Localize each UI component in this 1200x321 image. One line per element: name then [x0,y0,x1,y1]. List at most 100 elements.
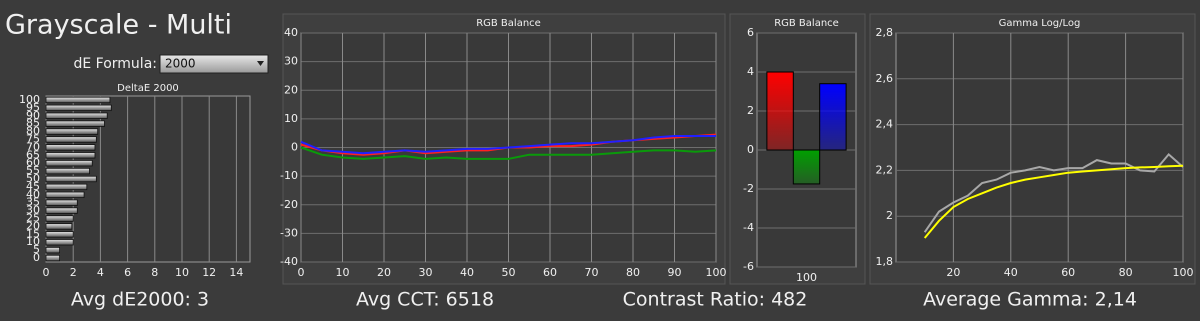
x-tick-label: 60 [1061,266,1075,279]
y-tick-label: -6 [743,260,754,273]
chart-title: RGB Balance [774,18,839,29]
x-tick-label: 50 [502,266,516,279]
y-tick-label: 5 [33,243,40,256]
x-tick-label: 100 [1173,266,1194,279]
y-tick-label: 100 [19,93,40,106]
y-tick-label: 2,2 [876,163,894,176]
bar [45,207,78,214]
bar [45,128,99,135]
bar [45,191,85,198]
y-tick-label: 2 [886,209,893,222]
bar [45,254,61,262]
y-tick-label: 65 [26,148,40,161]
dropdown-arrow [257,61,264,66]
y-tick-label: 50 [26,172,40,185]
x-tick-label: 90 [668,266,682,279]
chart-title: RGB Balance [476,18,541,29]
y-tick-label: 2,4 [876,118,894,131]
x-tick-label: 10 [175,266,189,279]
formula-dropdown[interactable] [159,54,269,74]
bar [45,136,97,143]
y-tick-label: -2 [743,182,754,195]
bar [45,160,93,167]
bar [45,175,97,183]
x-tick-label: 80 [1119,266,1133,279]
y-tick-label: 75 [26,132,40,145]
x-tick-label: 100 [796,271,817,284]
bar [819,83,847,151]
y-tick-label: 70 [26,140,40,153]
y-tick-label: 0 [291,141,298,154]
x-tick-label: 60 [543,266,557,279]
stat: Avg CCT: 6518 [356,289,494,311]
series-line [300,146,717,160]
chart-title: Gamma Log/Log [999,18,1081,29]
bar [45,120,105,127]
x-tick-label: 14 [229,266,243,279]
y-tick-label: -10 [280,169,298,182]
y-tick-label: -30 [280,226,298,239]
bar [45,239,74,246]
y-tick-label: 80 [26,125,40,138]
x-tick-label: 70 [585,266,599,279]
y-tick-label: 35 [26,196,40,209]
y-tick-label: 60 [26,156,40,169]
x-tick-label: 6 [124,266,131,279]
y-tick-label: -40 [280,255,298,268]
x-tick-label: 80 [626,266,640,279]
bar [45,246,61,254]
y-tick-label: 30 [284,55,298,68]
y-tick-label: 45 [26,180,40,193]
stat: Contrast Ratio: 482 [623,289,808,311]
bar [45,215,74,222]
series-line [923,152,1184,233]
y-tick-label: 40 [284,26,298,39]
y-tick-label: 30 [26,204,40,217]
x-tick-label: 12 [202,266,216,279]
y-tick-label: 20 [26,219,40,232]
y-tick-label: 85 [26,117,40,130]
chart-title: DeltaE 2000 [117,83,179,94]
y-tick-label: 25 [26,212,40,225]
y-tick-label: 2 [747,104,754,117]
y-tick-label: 2,6 [876,72,894,85]
y-tick-label: -4 [743,221,754,234]
x-tick-label: 100 [706,266,727,279]
bar [45,144,96,151]
y-tick-label: 2,8 [876,26,894,39]
y-tick-label: 4 [747,65,754,78]
x-tick-label: 2 [70,266,77,279]
y-tick-label: 0 [747,143,754,156]
bar [45,152,96,159]
bar [792,149,821,185]
y-tick-label: -20 [280,198,298,211]
x-tick-label: 4 [97,266,104,279]
x-tick-label: 0 [298,266,305,279]
y-tick-label: 55 [26,164,40,177]
bar [45,199,78,206]
y-tick-label: 0 [33,251,40,264]
x-tick-label: 20 [377,266,391,279]
y-tick-label: 20 [284,83,298,96]
plot-area [895,32,1184,263]
x-tick-label: 30 [419,266,433,279]
bar [45,112,108,119]
bar [45,96,111,104]
formula-label: dE Formula: [73,56,157,72]
stat: Avg dE2000: 3 [71,289,209,311]
formula-value: 2000 [165,57,196,71]
y-tick-label: 10 [284,112,298,125]
stat: Average Gamma: 2,14 [923,289,1137,311]
y-tick-label: 1,8 [876,255,894,268]
y-tick-label: 95 [26,101,40,114]
x-tick-label: 40 [460,266,474,279]
y-tick-label: 6 [747,26,754,39]
x-tick-label: 40 [1004,266,1018,279]
y-tick-label: 40 [26,188,40,201]
bar [45,223,73,230]
bar [45,104,112,112]
y-tick-label: 90 [26,109,40,122]
bar [766,71,794,151]
